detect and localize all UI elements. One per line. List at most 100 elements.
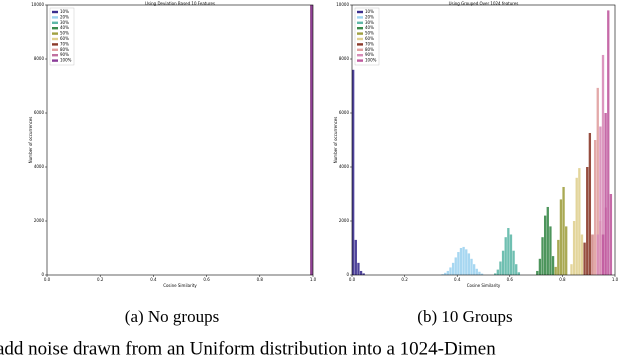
histogram-bar [551,256,555,275]
histogram-bar [494,273,497,275]
histogram-bar [562,186,565,275]
caption: (a) No groups [125,307,219,326]
legend-label: 50% [60,31,69,36]
histogram-bar [559,199,563,275]
x-tick-label: 0.6 [507,277,514,282]
y-axis-label: Number of occurrences [28,117,33,164]
legend-label: 10% [60,9,69,14]
histogram-bar [536,270,539,275]
legend-label: 30% [60,20,69,25]
y-tick-label: 8000 [34,56,45,61]
histogram-bar [362,273,365,275]
histogram-bar [310,5,313,275]
y-tick-label: 4000 [339,164,350,169]
legend-swatch [357,37,363,41]
legend-label: 20% [60,14,69,19]
histogram-bar [444,272,447,275]
x-tick-label: 0.4 [150,277,157,282]
body-text: add noise drawn from an Uniform distribu… [0,338,496,355]
histogram-bar [352,69,355,275]
histogram-bar [593,140,597,275]
histogram-bar [580,234,584,275]
histogram-bar [475,268,478,275]
y-tick-label: 6000 [339,110,350,115]
histogram-bar [467,253,471,275]
histogram-bar [354,239,357,275]
histogram-bar [480,273,484,275]
legend-swatch [52,37,58,41]
x-tick-label: 1.0 [310,277,317,282]
legend-label: 80% [60,47,69,52]
histogram-bar [512,250,515,275]
histogram-bar [570,264,573,275]
caption: (b) 10 Groups [417,307,512,326]
histogram-bar [601,234,605,275]
legend-label: 40% [365,25,374,30]
histogram-bar [604,113,607,275]
y-tick-label: 0 [346,272,349,277]
legend-swatch [357,59,363,62]
x-axis-label: Cosine Similarity [467,283,501,288]
legend-swatch [52,21,58,24]
histogram-bar [451,262,455,275]
histogram-bar [499,261,502,275]
legend-label: 70% [60,41,69,46]
legend-label: 60% [60,36,69,41]
histogram-bar [543,215,547,275]
legend-label: 70% [365,41,374,46]
histogram-bar [509,234,513,275]
histogram-bar [459,248,463,275]
x-tick-label: 1.0 [612,277,619,282]
histogram-bar [357,262,360,275]
histogram-bar [609,194,613,275]
histogram-bar [599,126,602,275]
legend-label: 60% [365,36,374,41]
legend-swatch [52,59,58,62]
histogram-bar [501,250,505,275]
legend-swatch [357,27,363,30]
y-tick-label: 10000 [31,2,44,7]
histogram-bar [546,206,549,275]
histogram-bar [472,264,476,275]
histogram-bar [554,266,557,275]
legend-swatch [357,48,363,51]
histogram-bar [596,87,599,275]
legend-swatch [357,16,363,19]
histogram-bar [462,246,465,275]
histogram-bar [565,226,568,275]
legend-label: 90% [60,52,69,57]
legend-swatch [357,43,363,46]
legend-swatch [357,32,363,35]
histogram-bar [517,272,521,275]
histogram-bar [457,252,460,275]
legend-swatch [357,54,363,57]
histogram-bar [578,168,581,275]
histogram-bar [586,167,589,275]
y-tick-label: 10000 [336,2,349,7]
histogram-bar [538,258,542,275]
y-tick-label: 6000 [34,110,45,115]
legend-label: 20% [365,14,374,19]
y-tick-label: 8000 [339,56,350,61]
histogram-bar [541,237,544,275]
plot-frame [46,4,314,276]
histogram-bar [478,271,481,275]
legend-label: 100% [365,58,377,63]
x-tick-label: 0.6 [203,277,210,282]
legend-label: 40% [60,25,69,30]
histogram-bar [496,269,499,275]
x-tick-label: 0.2 [401,277,408,282]
histogram-bar [588,132,592,275]
histogram-bar [507,228,510,275]
x-tick-label: 0.4 [454,277,461,282]
histogram-bar [454,257,457,275]
histogram-bar [470,258,473,275]
legend-swatch [52,54,58,57]
x-tick-label: 0.2 [97,277,104,282]
legend-swatch [357,10,363,14]
x-tick-label: 0.0 [44,277,51,282]
x-axis-label: Cosine Similarity [163,283,197,288]
y-tick-label: 2000 [339,218,350,223]
legend-swatch [52,16,58,19]
